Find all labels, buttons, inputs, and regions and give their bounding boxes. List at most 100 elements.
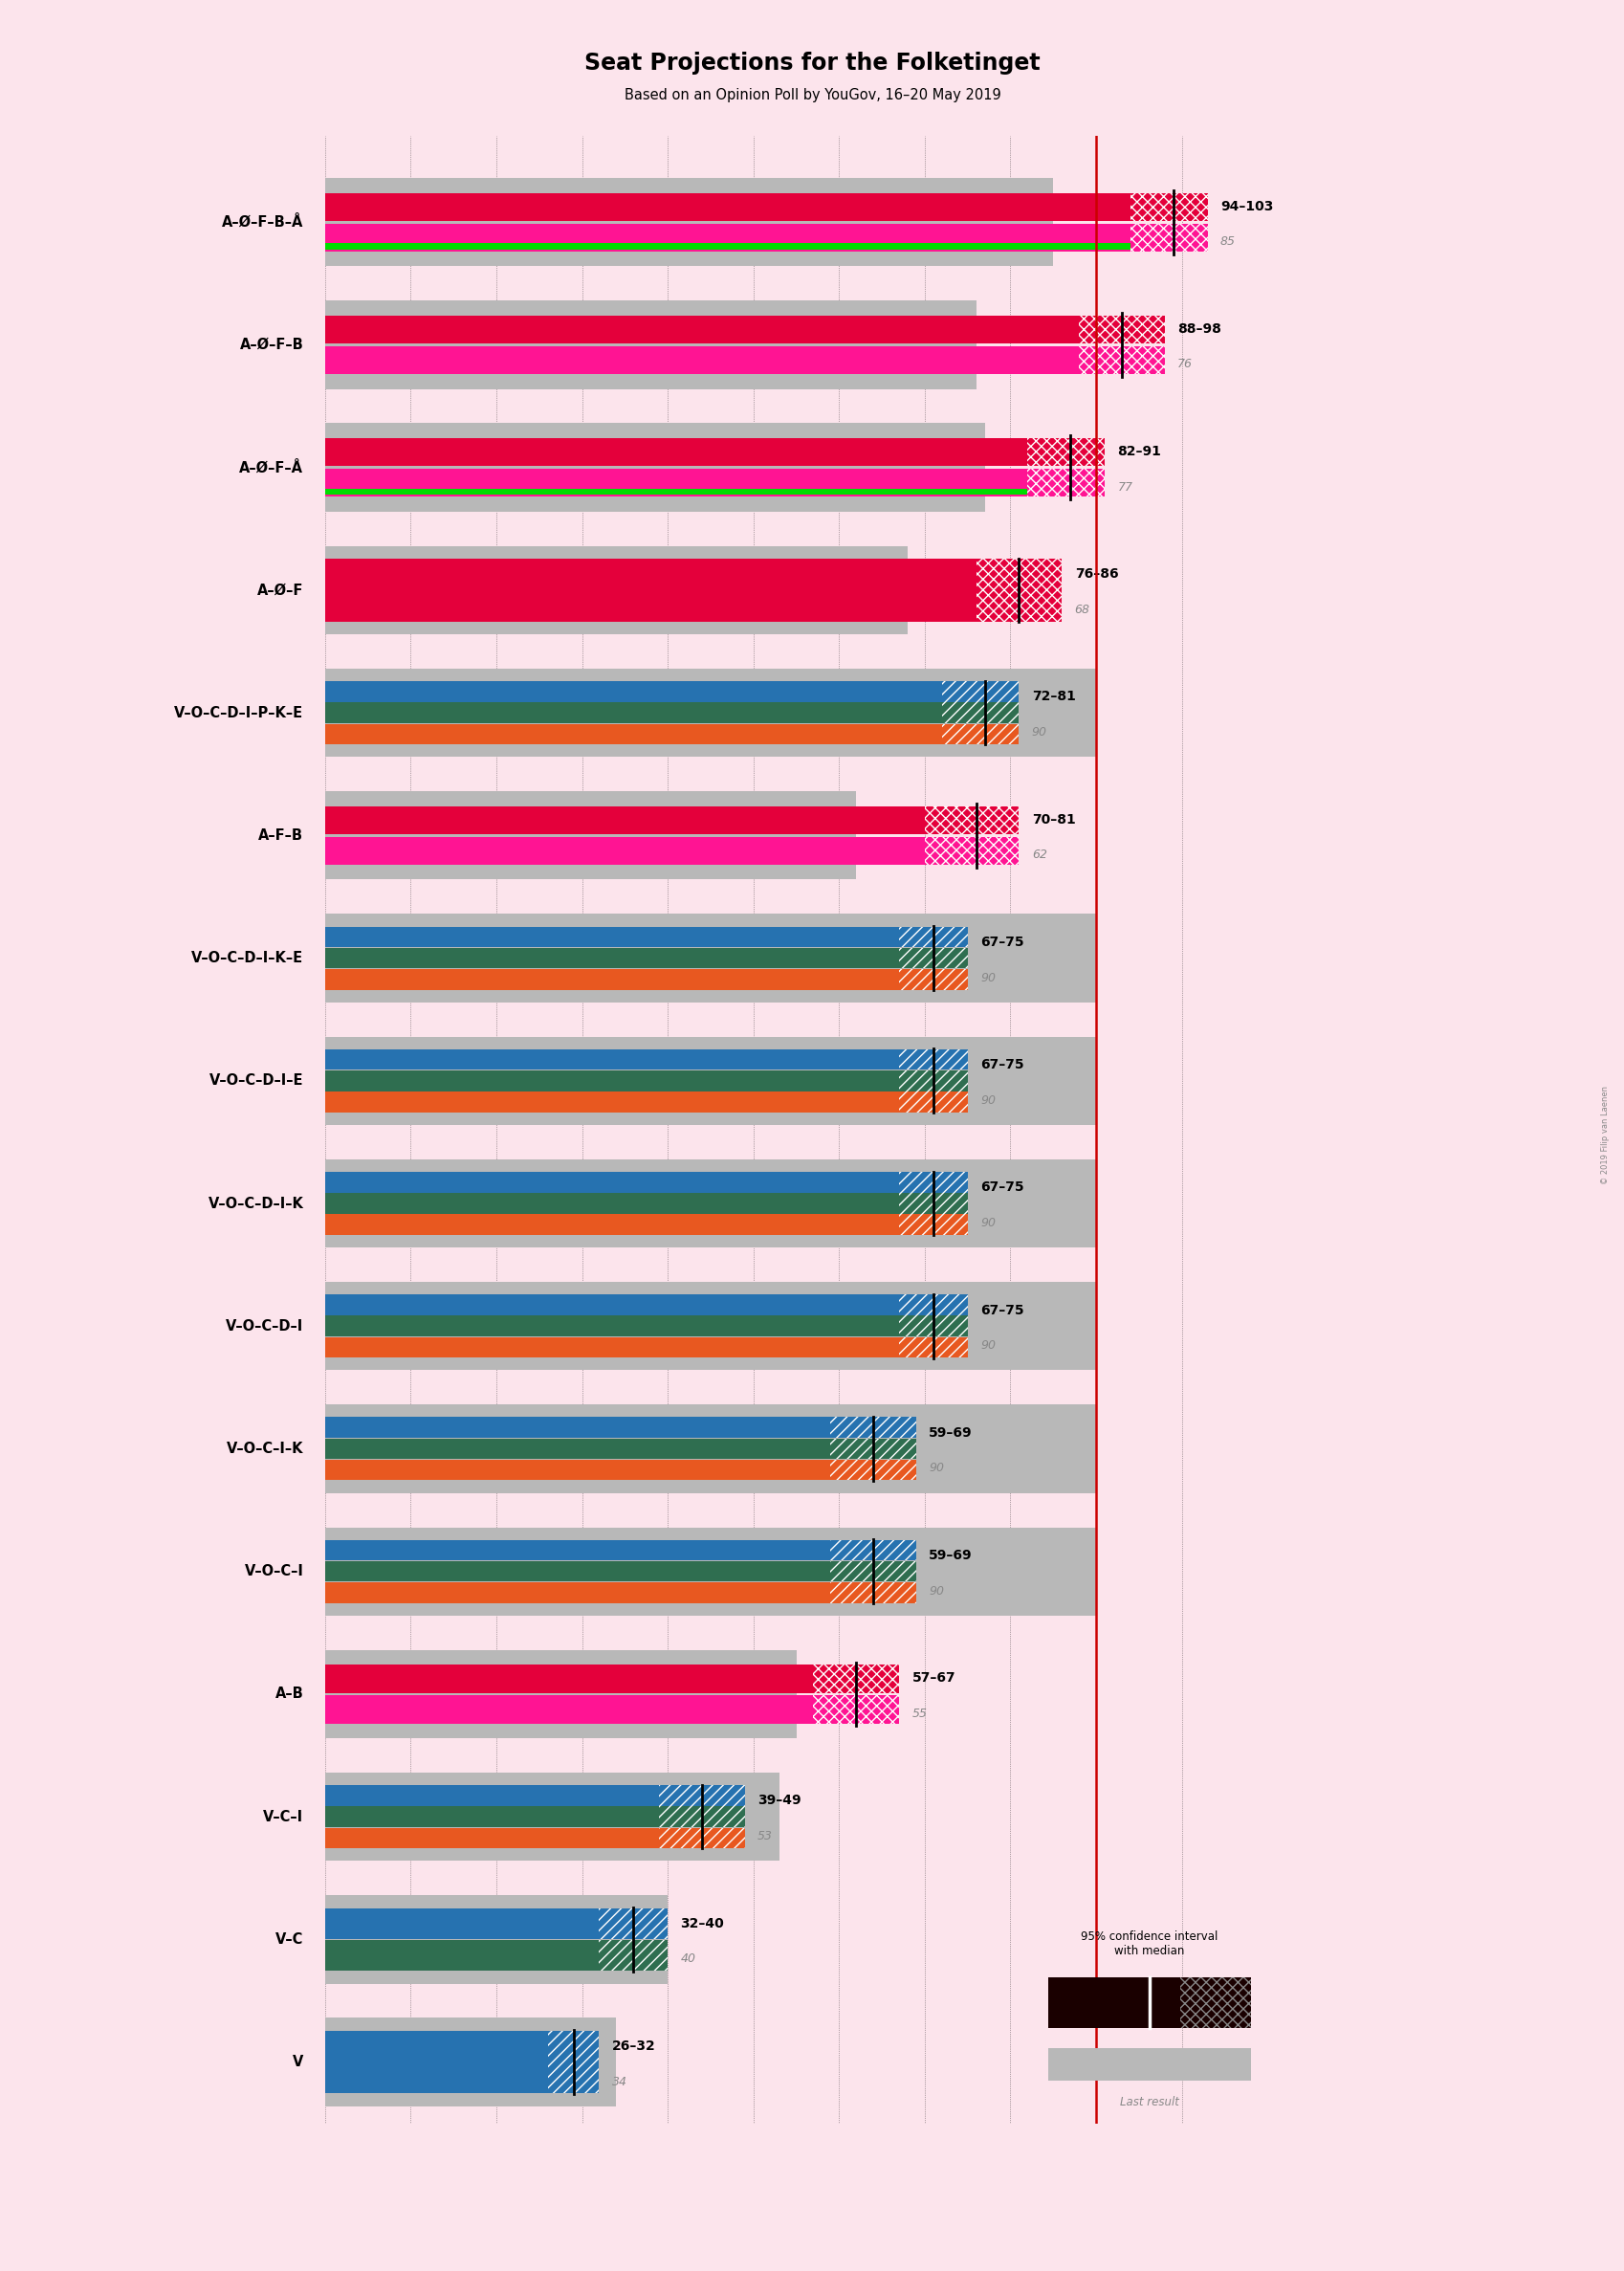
Bar <box>599 1908 667 1939</box>
Bar <box>898 1192 966 1213</box>
Bar <box>325 806 924 833</box>
Bar <box>1078 345 1164 375</box>
Text: 67–75: 67–75 <box>979 936 1023 949</box>
Bar <box>830 1438 916 1458</box>
Bar <box>898 947 966 967</box>
Bar <box>325 1403 1096 1492</box>
Bar <box>325 1805 659 1828</box>
Bar <box>924 836 1018 865</box>
Text: V: V <box>292 2055 304 2069</box>
Bar <box>325 927 898 947</box>
Bar <box>830 1540 916 1560</box>
Text: Based on an Opinion Poll by YouGov, 16–20 May 2019: Based on an Opinion Poll by YouGov, 16–2… <box>624 89 1000 102</box>
Bar <box>325 1158 1096 1247</box>
Bar <box>325 1828 659 1849</box>
Text: 90: 90 <box>929 1585 944 1597</box>
Bar <box>325 1651 796 1737</box>
Bar <box>325 559 976 622</box>
Bar <box>659 1805 744 1828</box>
Text: V–O–C–D–I–P–K–E: V–O–C–D–I–P–K–E <box>174 706 304 720</box>
Bar <box>325 1460 830 1481</box>
Bar <box>325 2019 615 2105</box>
Text: 76–86: 76–86 <box>1073 568 1117 581</box>
Text: 32–40: 32–40 <box>680 1917 724 1930</box>
Text: 94–103: 94–103 <box>1220 200 1273 213</box>
Text: V–O–C–D–I–E: V–O–C–D–I–E <box>209 1074 304 1088</box>
Bar <box>325 1438 830 1458</box>
Text: 67–75: 67–75 <box>979 1181 1023 1195</box>
Text: 39–49: 39–49 <box>757 1794 801 1808</box>
Bar <box>325 1281 1096 1369</box>
Bar <box>942 724 1018 745</box>
Bar <box>325 668 1096 756</box>
Bar <box>325 1583 830 1603</box>
Text: 55: 55 <box>911 1708 927 1719</box>
Bar <box>898 1338 966 1358</box>
Bar <box>898 927 966 947</box>
Bar <box>830 1460 916 1481</box>
Text: 26–32: 26–32 <box>612 2039 656 2053</box>
Text: A–Ø–F–B: A–Ø–F–B <box>240 338 304 352</box>
Text: 82–91: 82–91 <box>1117 445 1161 459</box>
Bar <box>325 1049 898 1070</box>
Text: V–O–C–D–I: V–O–C–D–I <box>226 1319 304 1333</box>
Bar <box>814 1665 898 1692</box>
Bar <box>325 681 942 702</box>
Text: A–B: A–B <box>274 1687 304 1701</box>
Bar <box>1026 438 1104 466</box>
Text: 90: 90 <box>979 972 996 983</box>
Bar <box>1179 1978 1250 2028</box>
Bar <box>830 1417 916 1438</box>
Text: 77: 77 <box>1117 481 1132 493</box>
Bar <box>325 2030 547 2094</box>
Bar <box>547 2030 599 2094</box>
Bar <box>325 243 1130 250</box>
Bar <box>325 193 1130 220</box>
Bar <box>942 681 1018 702</box>
Text: 57–67: 57–67 <box>911 1671 955 1685</box>
Bar <box>599 1939 667 1971</box>
Text: 59–69: 59–69 <box>929 1549 973 1562</box>
Text: A–Ø–F: A–Ø–F <box>257 584 304 597</box>
Text: 90: 90 <box>929 1463 944 1474</box>
Bar <box>898 1172 966 1192</box>
Bar <box>325 1315 898 1335</box>
Bar <box>325 223 1130 252</box>
Bar <box>325 1417 830 1438</box>
Bar <box>1047 2048 1250 2080</box>
Text: A–F–B: A–F–B <box>258 829 304 843</box>
Bar <box>325 1528 1096 1615</box>
Bar <box>325 1896 667 1983</box>
Bar <box>325 177 1052 266</box>
Text: 72–81: 72–81 <box>1031 690 1075 704</box>
Bar <box>942 702 1018 722</box>
Bar <box>325 300 976 388</box>
Text: V–O–C–I–K: V–O–C–I–K <box>226 1442 304 1456</box>
Text: 90: 90 <box>979 1340 996 1351</box>
Bar <box>325 1774 778 1860</box>
Bar <box>1130 223 1207 252</box>
Bar <box>325 1338 898 1358</box>
Bar <box>325 468 1026 497</box>
Bar <box>325 1540 830 1560</box>
Bar <box>325 1785 659 1805</box>
Bar <box>659 1785 744 1805</box>
Text: A–Ø–F–B–Å: A–Ø–F–B–Å <box>222 216 304 229</box>
Bar <box>325 1908 599 1939</box>
Text: 90: 90 <box>979 1095 996 1106</box>
Bar <box>325 1092 898 1113</box>
Bar <box>325 1696 814 1724</box>
Text: 95% confidence interval
with median: 95% confidence interval with median <box>1080 1930 1218 1958</box>
Bar <box>325 947 898 967</box>
Bar <box>325 970 898 990</box>
Text: © 2019 Filip van Laenen: © 2019 Filip van Laenen <box>1600 1086 1609 1185</box>
Bar <box>898 1092 966 1113</box>
Bar <box>898 1215 966 1235</box>
Text: V–C–I: V–C–I <box>263 1810 304 1824</box>
Text: A–Ø–F–Å: A–Ø–F–Å <box>239 461 304 475</box>
Text: 67–75: 67–75 <box>979 1304 1023 1317</box>
Text: Last result: Last result <box>1119 2096 1179 2107</box>
Bar <box>830 1560 916 1581</box>
Bar <box>659 1828 744 1849</box>
Bar <box>898 970 966 990</box>
